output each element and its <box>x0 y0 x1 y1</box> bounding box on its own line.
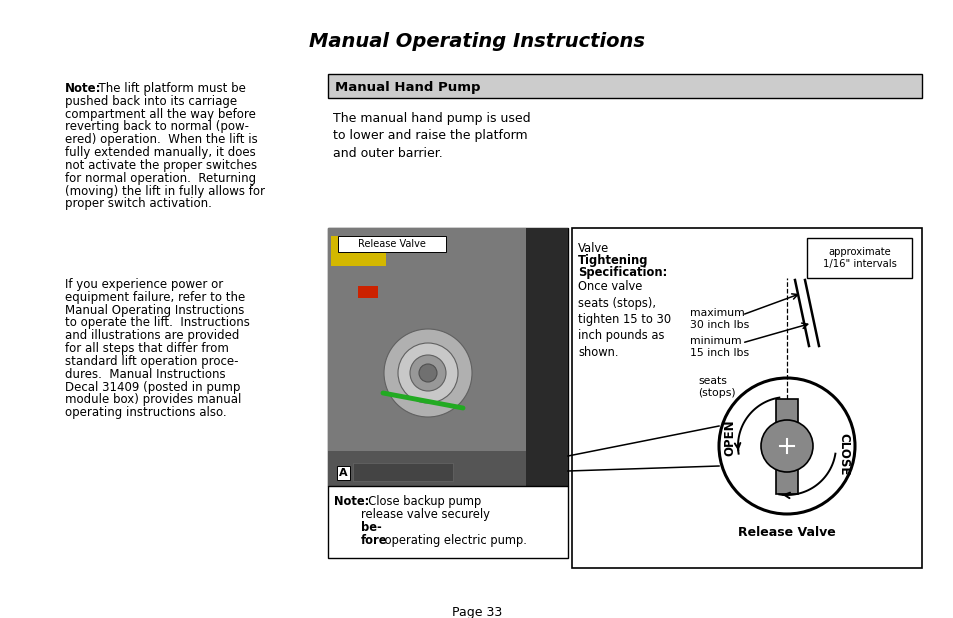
Text: proper switch activation.: proper switch activation. <box>65 197 212 210</box>
Bar <box>337 236 446 252</box>
Text: dures.  Manual Instructions: dures. Manual Instructions <box>65 368 226 381</box>
Text: for normal operation.  Returning: for normal operation. Returning <box>65 172 255 185</box>
Text: fully extended manually, it does: fully extended manually, it does <box>65 146 255 159</box>
Text: Release Valve: Release Valve <box>738 526 835 539</box>
Circle shape <box>397 343 457 403</box>
Text: seats
(stops): seats (stops) <box>698 376 735 399</box>
Text: A: A <box>338 468 347 478</box>
Circle shape <box>384 329 472 417</box>
Bar <box>806 238 911 278</box>
Bar <box>357 286 377 298</box>
Text: CLOSE: CLOSE <box>837 433 850 475</box>
Bar <box>331 236 386 266</box>
Text: operating instructions also.: operating instructions also. <box>65 406 227 419</box>
Text: ered) operation.  When the lift is: ered) operation. When the lift is <box>65 133 257 146</box>
Circle shape <box>719 378 854 514</box>
Text: standard lift operation proce-: standard lift operation proce- <box>65 355 238 368</box>
Text: Specification:: Specification: <box>578 266 666 279</box>
Text: Release Valve: Release Valve <box>357 239 425 249</box>
Bar <box>353 463 453 481</box>
Text: Tightening: Tightening <box>578 254 648 267</box>
Bar <box>328 486 567 558</box>
Text: be-: be- <box>360 521 381 534</box>
Text: fore: fore <box>360 534 387 547</box>
Text: approximate
1/16" intervals: approximate 1/16" intervals <box>821 247 896 269</box>
Text: to operate the lift.  Instructions: to operate the lift. Instructions <box>65 316 250 329</box>
Text: for all steps that differ from: for all steps that differ from <box>65 342 229 355</box>
Text: module box) provides manual: module box) provides manual <box>65 394 241 407</box>
Text: minimum
15 inch lbs: minimum 15 inch lbs <box>689 336 748 358</box>
Bar <box>328 74 921 98</box>
Text: Manual Operating Instructions: Manual Operating Instructions <box>65 303 244 316</box>
Text: compartment all the way before: compartment all the way before <box>65 108 255 121</box>
Circle shape <box>418 364 436 382</box>
Text: not activate the proper switches: not activate the proper switches <box>65 159 257 172</box>
Bar <box>328 228 567 486</box>
Bar <box>572 228 921 568</box>
Text: (moving) the lift in fully allows for: (moving) the lift in fully allows for <box>65 185 265 198</box>
Text: OPEN: OPEN <box>722 420 736 456</box>
Bar <box>775 399 797 494</box>
Text: Note:: Note: <box>65 82 101 95</box>
Text: Close backup pump: Close backup pump <box>360 495 480 508</box>
Text: Valve: Valve <box>578 242 609 255</box>
Circle shape <box>410 355 446 391</box>
Text: and illustrations are provided: and illustrations are provided <box>65 329 239 342</box>
Text: Manual Hand Pump: Manual Hand Pump <box>335 80 480 93</box>
Text: Page 33: Page 33 <box>452 606 501 618</box>
Text: The manual hand pump is used
to lower and raise the platform
and outer barrier.: The manual hand pump is used to lower an… <box>333 112 530 160</box>
Bar <box>328 451 525 486</box>
Text: Decal 31409 (posted in pump: Decal 31409 (posted in pump <box>65 381 240 394</box>
Text: equipment failure, refer to the: equipment failure, refer to the <box>65 291 245 304</box>
Circle shape <box>760 420 812 472</box>
Text: Once valve
seats (stops),
tighten 15 to 30
inch pounds as
shown.: Once valve seats (stops), tighten 15 to … <box>578 280 670 359</box>
Text: If you experience power or: If you experience power or <box>65 278 223 291</box>
Text: Manual Operating Instructions: Manual Operating Instructions <box>309 32 644 51</box>
Bar <box>328 228 525 486</box>
Bar <box>525 228 567 486</box>
Text: operating electric pump.: operating electric pump. <box>380 534 526 547</box>
Text: pushed back into its carriage: pushed back into its carriage <box>65 95 237 108</box>
Text: maximum
30 inch lbs: maximum 30 inch lbs <box>689 308 748 331</box>
Text: Note:: Note: <box>334 495 369 508</box>
Text: release valve securely: release valve securely <box>360 508 493 521</box>
Text: reverting back to normal (pow-: reverting back to normal (pow- <box>65 121 249 133</box>
Text: The lift platform must be: The lift platform must be <box>91 82 246 95</box>
